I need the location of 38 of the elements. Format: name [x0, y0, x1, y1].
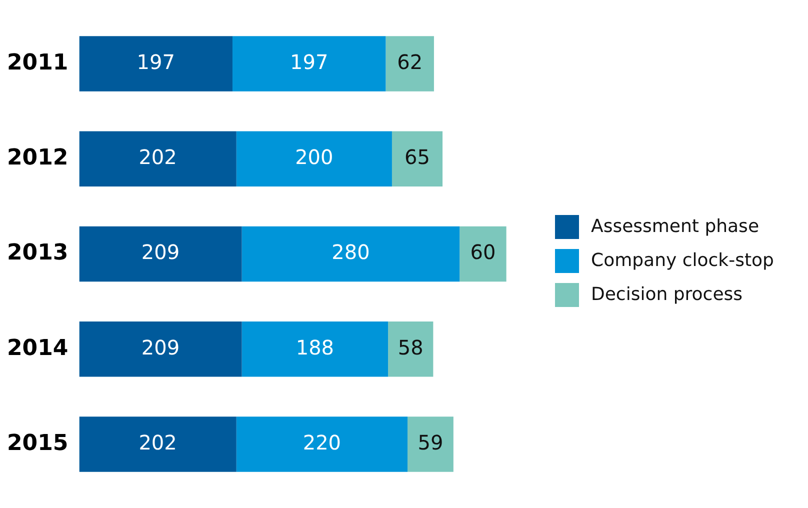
bar — [242, 226, 460, 282]
bar — [79, 226, 242, 282]
data-label: 220 — [302, 430, 342, 454]
data-label: 65 — [404, 145, 430, 170]
bar — [236, 131, 392, 186]
y-tick-label: 2014 — [6, 336, 68, 361]
bar — [460, 226, 506, 282]
y-tick-label: 2015 — [6, 430, 68, 456]
data-label: 202 — [138, 145, 177, 170]
data-label: 209 — [141, 335, 180, 360]
bar — [392, 131, 443, 186]
bar — [386, 36, 434, 92]
bar — [388, 322, 434, 377]
legend-label: Company clock-stop — [591, 249, 774, 273]
bar — [236, 416, 408, 472]
data-label: 58 — [398, 335, 424, 360]
bar — [79, 416, 236, 472]
data-label: 59 — [418, 430, 444, 454]
legend-label: Assessment phase — [591, 215, 760, 239]
data-label: 197 — [136, 50, 175, 74]
data-label: 60 — [470, 240, 496, 264]
data-label: 209 — [141, 240, 180, 264]
data-label: 202 — [138, 430, 177, 454]
bar — [79, 36, 232, 92]
data-label: 62 — [397, 50, 423, 74]
y-tick-label: 2013 — [6, 240, 68, 266]
bar — [242, 322, 388, 377]
data-label: 280 — [332, 240, 370, 264]
bar — [79, 131, 236, 186]
bar — [232, 36, 386, 92]
data-label: 200 — [295, 145, 334, 170]
legend-label: Decision process — [591, 283, 743, 307]
bar — [79, 322, 242, 377]
data-label: 188 — [296, 335, 334, 360]
bar — [408, 416, 454, 472]
y-tick-label: 2011 — [6, 50, 68, 76]
y-tick-label: 2012 — [6, 146, 68, 171]
data-label: 197 — [290, 50, 328, 74]
